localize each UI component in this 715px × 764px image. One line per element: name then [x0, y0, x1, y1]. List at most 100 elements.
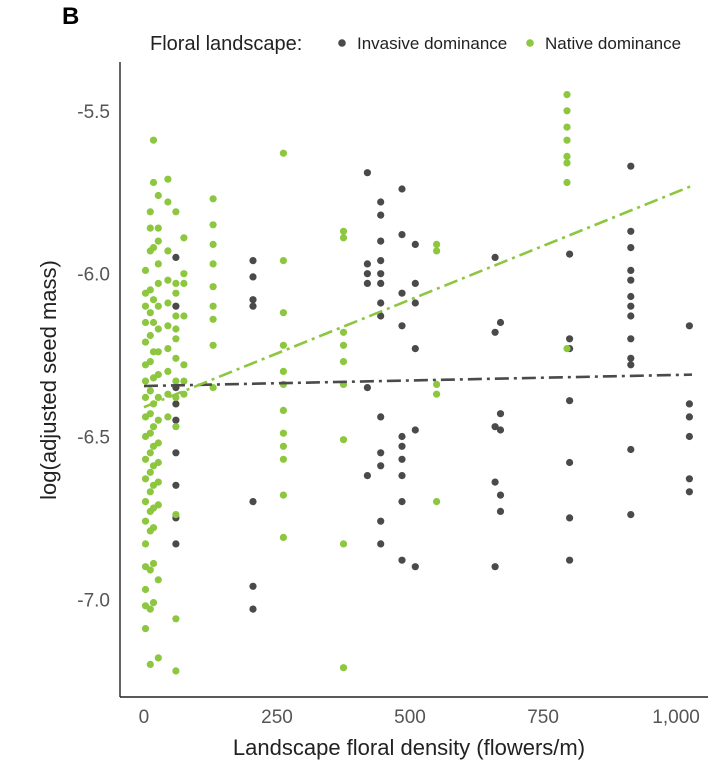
data-point-invasive — [398, 498, 406, 506]
data-point-native — [141, 318, 150, 327]
data-point-invasive — [685, 322, 694, 330]
data-point-invasive — [685, 475, 694, 483]
data-point-invasive — [566, 556, 574, 564]
x-tick-label: 1,000 — [652, 707, 700, 728]
data-point-native — [154, 302, 162, 310]
data-point-native — [172, 615, 180, 623]
data-point-native — [172, 325, 180, 333]
data-point-native — [339, 540, 348, 548]
data-point-native — [149, 244, 158, 252]
y-axis-title: log(adjusted seed mass) — [36, 260, 61, 500]
data-point-invasive — [566, 397, 574, 405]
data-point-native — [209, 240, 217, 248]
data-point-invasive — [249, 257, 257, 265]
data-point-invasive — [377, 257, 385, 265]
data-point-native — [141, 517, 150, 525]
data-point-native — [164, 413, 172, 421]
data-point-native — [339, 328, 348, 336]
data-point-native — [154, 224, 162, 232]
data-point-invasive — [249, 498, 257, 506]
data-point-invasive — [363, 472, 371, 480]
legend-marker-native — [526, 39, 534, 47]
data-point-invasive — [627, 302, 635, 310]
panel-label: B — [62, 3, 79, 30]
data-point-invasive — [377, 299, 385, 307]
x-tick-label: 500 — [394, 707, 426, 728]
legend-marker-invasive — [338, 39, 346, 47]
data-point-invasive — [249, 273, 257, 281]
data-point-invasive — [411, 299, 419, 307]
data-point-native — [279, 429, 287, 437]
data-point-native — [279, 406, 287, 414]
data-point-native — [172, 312, 180, 320]
data-point-native — [146, 410, 154, 418]
data-point-invasive — [249, 605, 257, 613]
data-point-native — [141, 455, 150, 463]
y-tick-label: -6.5 — [77, 427, 110, 448]
data-point-invasive — [377, 312, 385, 320]
data-point-native — [563, 136, 571, 144]
data-point-invasive — [627, 292, 635, 301]
data-point-native — [209, 195, 217, 203]
data-point-native — [180, 361, 188, 369]
data-point-native — [433, 390, 441, 398]
data-point-invasive — [685, 413, 694, 421]
y-ticks: -7.0 -6.5 -6.0 -5.5 — [77, 102, 110, 611]
legend-label-native: Native dominance — [545, 34, 681, 53]
data-point-native — [141, 377, 150, 385]
data-point-native — [563, 91, 571, 99]
data-point-invasive — [627, 244, 635, 252]
data-point-invasive — [249, 296, 257, 304]
data-point-native — [164, 175, 172, 183]
data-point-invasive — [491, 563, 499, 571]
axes — [119, 62, 708, 698]
data-point-invasive — [566, 458, 574, 467]
data-point-invasive — [398, 322, 406, 330]
data-point-native — [146, 331, 154, 340]
data-point-invasive — [496, 507, 505, 515]
data-point-native — [154, 325, 162, 333]
data-point-invasive — [411, 426, 419, 434]
data-point-native — [172, 423, 180, 431]
data-point-invasive — [377, 449, 385, 457]
data-point-native — [141, 266, 150, 274]
data-point-native — [154, 478, 162, 486]
data-point-native — [339, 664, 348, 672]
x-tick-label: 0 — [139, 707, 150, 728]
trend-line-invasive — [143, 373, 693, 388]
data-point-native — [154, 260, 162, 268]
legend-title: Floral landscape: — [150, 33, 302, 55]
data-point-native — [339, 358, 348, 366]
data-point-native — [164, 367, 172, 375]
data-points — [141, 91, 694, 675]
data-point-native — [180, 234, 188, 242]
data-point-native — [563, 152, 571, 160]
data-point-native — [339, 341, 348, 349]
data-point-invasive — [627, 312, 635, 320]
data-point-native — [154, 237, 162, 245]
x-axis-title: Landscape floral density (flowers/m) — [233, 735, 585, 760]
data-point-invasive — [627, 276, 635, 284]
data-point-invasive — [398, 185, 406, 193]
data-point-native — [209, 302, 217, 310]
data-point-invasive — [566, 335, 574, 343]
data-point-native — [146, 605, 154, 613]
data-point-native — [146, 224, 154, 232]
data-point-invasive — [377, 211, 385, 219]
data-point-native — [164, 276, 172, 284]
data-point-native — [141, 393, 150, 401]
data-point-native — [149, 178, 158, 187]
x-tick-label: 250 — [261, 707, 293, 728]
data-point-native — [563, 345, 571, 353]
data-point-invasive — [398, 556, 406, 564]
data-point-invasive — [172, 302, 180, 310]
data-point-native — [433, 498, 441, 506]
data-point-native — [149, 296, 158, 304]
data-point-native — [279, 257, 287, 265]
data-point-native — [154, 416, 162, 424]
data-point-native — [146, 387, 154, 395]
data-point-native — [172, 667, 180, 675]
y-tick-label: -6.0 — [77, 265, 110, 286]
data-point-native — [154, 458, 162, 467]
